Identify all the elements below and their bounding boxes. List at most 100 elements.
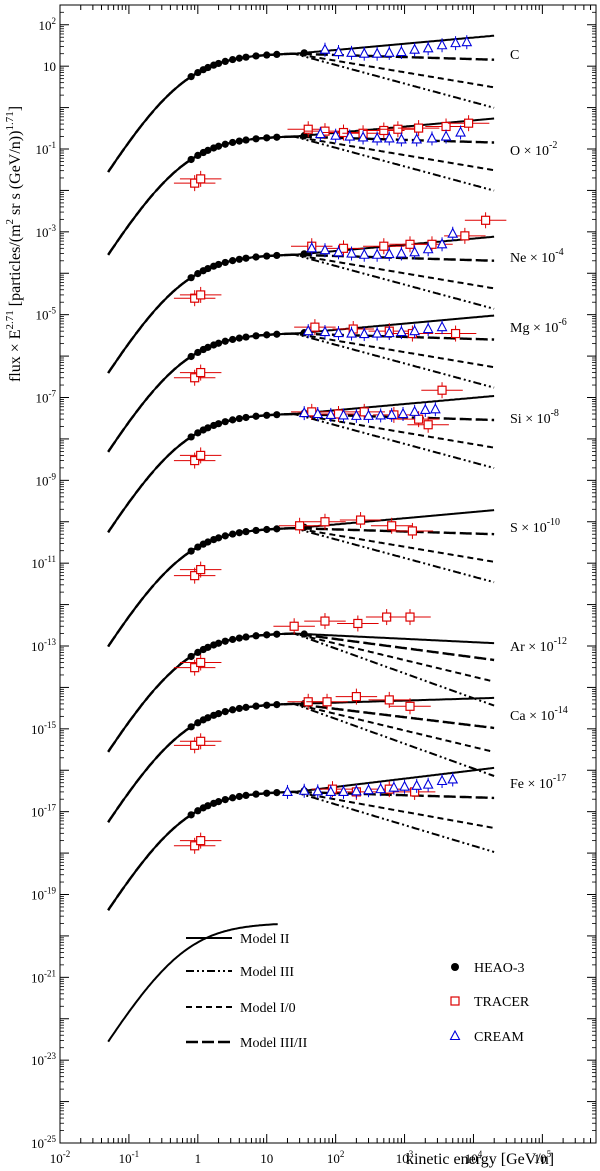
curve-model-iii: [107, 527, 495, 648]
element-label-o: O × 10-2: [510, 140, 557, 159]
legend-label-cream: CREAM: [474, 1030, 524, 1045]
element-curves-ar: [107, 632, 495, 753]
element-curves-mg: [107, 314, 495, 453]
y-tick-label: 10-23: [31, 1051, 56, 1068]
tracer-point: [196, 174, 206, 184]
y-tick-label: 10-15: [31, 720, 56, 737]
heao-point: [235, 334, 243, 342]
tracer-point: [190, 841, 200, 851]
cream-point: [436, 320, 448, 332]
legend-marker-heao: [451, 963, 459, 971]
cream-point: [298, 784, 310, 795]
y-tick-label: 10-7: [36, 389, 57, 406]
cream-point: [330, 129, 342, 140]
x-tick-label: 103: [396, 1149, 414, 1166]
heao-point: [252, 332, 260, 340]
legend-label-model: Model II: [240, 932, 290, 947]
heao-point: [235, 137, 243, 145]
heao-point: [214, 798, 223, 806]
cream-point: [455, 126, 466, 137]
curve-lowest: [107, 923, 278, 1043]
plot-frame: [59, 4, 597, 1144]
tracer-point: [310, 322, 320, 332]
y-tick-label: 102: [39, 16, 57, 33]
heao-point: [221, 418, 229, 426]
heao-point: [273, 700, 281, 709]
y-tick-label: 10-3: [36, 223, 57, 240]
tracer-point: [289, 621, 299, 631]
model-curves: [107, 34, 495, 1043]
tracer-point: [196, 367, 206, 378]
heao-point: [263, 411, 271, 419]
cream-point: [371, 248, 383, 259]
heao-point: [229, 794, 237, 802]
heao-point: [221, 637, 229, 645]
curve-model-ii: [107, 696, 495, 823]
tracer-point: [196, 657, 206, 668]
heao-point: [221, 140, 229, 148]
x-tick-label: 105: [534, 1149, 552, 1166]
heao-point: [263, 631, 271, 639]
heao-point: [263, 525, 271, 534]
tracer-point: [460, 231, 470, 241]
heao-point: [273, 525, 281, 533]
tracer-point: [379, 125, 389, 136]
y-axis-title-part: ]: [7, 106, 24, 111]
heao-point: [204, 643, 212, 651]
heao-point: [229, 635, 237, 644]
y-tick-label: 10-9: [36, 471, 57, 488]
heao-point: [229, 706, 237, 714]
heao-point: [263, 789, 271, 797]
heao-point: [235, 255, 243, 263]
tracer-point: [303, 124, 313, 134]
curve-model-iiiii: [107, 135, 495, 256]
tracer-point: [320, 517, 330, 527]
element-curves-c: [107, 34, 495, 173]
tracer-point: [351, 692, 361, 702]
heao-point: [273, 251, 281, 260]
curve-model-iiiii: [107, 332, 495, 453]
cream-point: [426, 132, 438, 143]
curve-model-iii: [107, 52, 495, 173]
tracer-point: [190, 571, 200, 581]
heao-point: [235, 414, 243, 423]
data-points: [173, 35, 507, 854]
tracer-point: [437, 385, 447, 395]
cream-point: [346, 327, 357, 338]
element-curves-ne: [107, 235, 495, 374]
element-curves-o: [107, 117, 495, 256]
heao-point: [242, 633, 250, 641]
tracer-point: [481, 215, 491, 225]
element-label-ar: Ar × 10-12: [510, 636, 567, 655]
heao-point: [221, 532, 229, 540]
tracer-point: [196, 736, 206, 746]
curve-model-iiiii: [107, 253, 495, 374]
tracer-point: [355, 515, 366, 525]
cream-point: [314, 127, 326, 139]
element-label-fe: Fe × 10-17: [510, 773, 566, 792]
tracer-point: [450, 328, 461, 339]
tracer-point: [190, 455, 200, 466]
element-label-mg: Mg × 10-6: [510, 317, 567, 336]
heao-point: [235, 529, 243, 537]
cream-point: [375, 782, 387, 794]
heao-point: [229, 335, 237, 344]
heao-point: [273, 50, 281, 58]
element-label-s: S × 10-10: [510, 517, 560, 536]
curve-model-i0: [107, 527, 495, 648]
x-tick-label: 1: [195, 1151, 202, 1166]
cream-point: [325, 785, 337, 796]
heao-point: [273, 630, 281, 638]
tracer-point: [196, 450, 206, 461]
heao-point: [263, 252, 271, 260]
heao-point: [263, 701, 271, 709]
curve-model-ii: [107, 235, 495, 374]
curve-model-i0: [107, 52, 495, 173]
element-label-si: Si × 10-8: [510, 408, 559, 427]
heao-point: [187, 723, 195, 731]
heao-point: [187, 352, 195, 361]
cream-point: [346, 247, 357, 258]
cream-point: [386, 408, 398, 419]
heao-point: [263, 51, 271, 59]
heao-point: [214, 534, 223, 542]
